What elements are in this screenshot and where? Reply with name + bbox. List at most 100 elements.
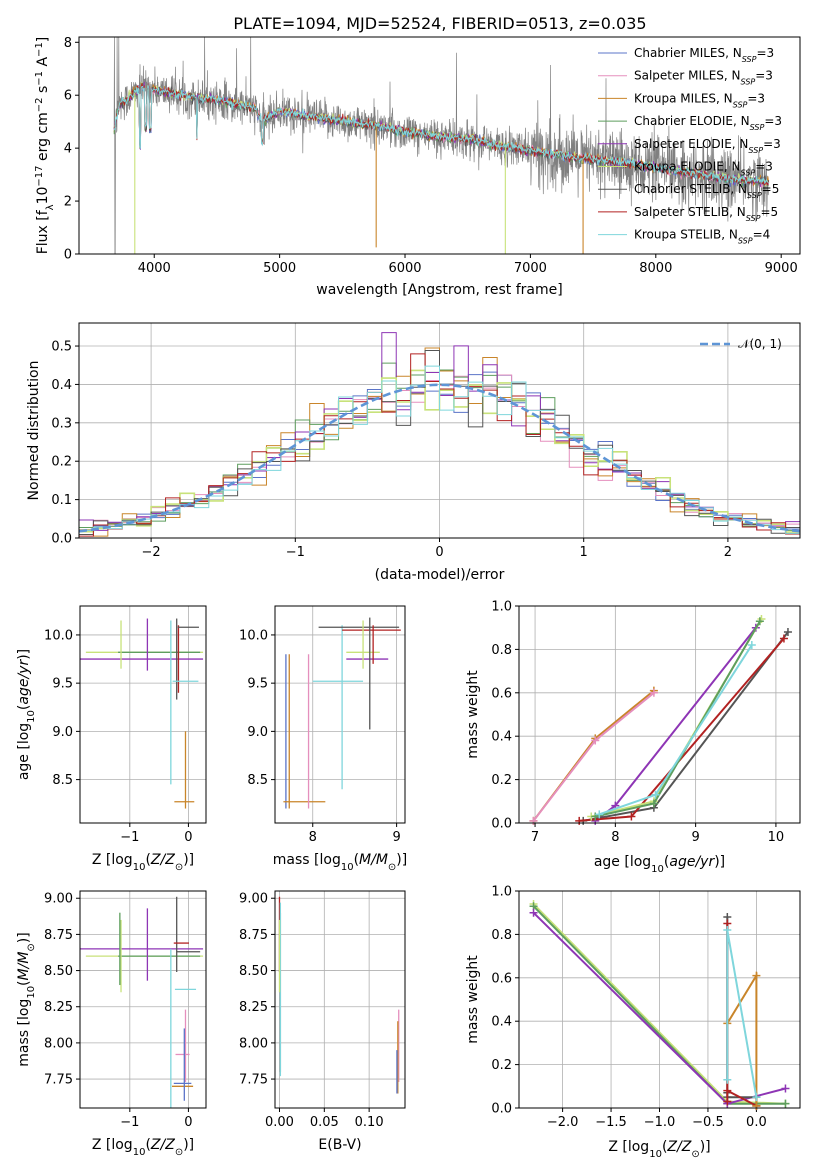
spectrum-ylabel-part: Flux [f bbox=[35, 209, 51, 254]
legend-nssp: =3 bbox=[764, 114, 782, 128]
mass-weight-line bbox=[591, 618, 763, 818]
mass-weight-marker bbox=[591, 812, 600, 821]
y-tick-label: 9.00 bbox=[239, 892, 268, 907]
legend-label: Chabrier MILES, NSSP=3 bbox=[634, 46, 774, 64]
x-tick-label: 0 bbox=[435, 545, 443, 560]
mw_vs_Z-xlabel-part: ⊙ bbox=[691, 1149, 699, 1160]
age_vs_Z-frame bbox=[79, 605, 207, 824]
x-tick-label: −1.0 bbox=[644, 1115, 676, 1130]
age_vs_Z-ylabel-part: ( bbox=[16, 705, 32, 710]
age_vs_mass-xlabel-part: ⊙ bbox=[388, 862, 396, 873]
age_vs_mass-xlabel-part: 10 bbox=[341, 862, 354, 873]
spectrum-ylabel-part: −2 bbox=[34, 97, 45, 112]
y-tick-label: 8.50 bbox=[44, 964, 73, 979]
spectrum-ylabel-part: −1 bbox=[34, 71, 45, 86]
mass-weight-marker bbox=[627, 812, 636, 821]
x-tick-label: 7000 bbox=[514, 261, 547, 276]
x-tick-label: 0.10 bbox=[355, 1115, 384, 1130]
mass-weight-marker bbox=[575, 816, 584, 825]
legend-sub: SSP bbox=[750, 123, 765, 132]
spectrum-ylabel-part: λ bbox=[45, 204, 56, 210]
mw_vs_Z-xlabel-part: ( bbox=[662, 1139, 667, 1155]
y-tick-label: 10.0 bbox=[44, 628, 73, 643]
residuals-xlabel: (data-model)/error bbox=[375, 567, 505, 583]
legend-series-name: Salpeter STELIB, N bbox=[634, 205, 746, 219]
age_vs_Z-ylabel-part: age [log bbox=[16, 723, 32, 780]
y-tick-label: 0.8 bbox=[491, 928, 512, 943]
legend-nssp: =3 bbox=[747, 91, 765, 105]
mass-weight-marker bbox=[651, 790, 660, 799]
x-tick-label: 2 bbox=[724, 545, 732, 560]
mw_vs_Z-ylabel: mass weight bbox=[465, 955, 481, 1044]
y-tick-label: 0.2 bbox=[491, 1058, 512, 1073]
y-tick-label: 8.75 bbox=[44, 928, 73, 943]
y-tick-label: 0.2 bbox=[491, 773, 512, 788]
y-tick-label: 2 bbox=[64, 195, 72, 210]
age_vs_Z-axes: −1 0 8.5 9.0 9.5 10.0 bbox=[44, 606, 206, 845]
age_vs_mass-xlabel: mass [log10(M/M⊙)] bbox=[273, 852, 407, 873]
x-tick-label: −1 bbox=[120, 830, 139, 845]
legend-nssp: =3 bbox=[755, 160, 773, 174]
y-tick-label: 0.0 bbox=[491, 1102, 512, 1117]
mw_vs_age-xlabel-part: )] bbox=[714, 854, 725, 870]
mass-weight-marker bbox=[752, 1093, 761, 1102]
mass_vs_ebv-xlabel-part: E(B-V) bbox=[318, 1137, 361, 1153]
mass_vs_Z-xlabel-part: ( bbox=[145, 1137, 150, 1153]
mass-weight-marker bbox=[723, 1097, 732, 1106]
y-tick-label: 9.00 bbox=[44, 892, 73, 907]
mw_vs_Z-xlabel-part: )] bbox=[700, 1139, 711, 1155]
age_vs_Z-xlabel-part: ⊙ bbox=[175, 862, 183, 873]
x-tick-label: 0 bbox=[184, 830, 192, 845]
residuals-ylabel: Normed distribution bbox=[26, 361, 42, 501]
mw_vs_age-xlabel-part: age [log bbox=[594, 854, 651, 870]
mass-weight-marker bbox=[781, 1084, 790, 1093]
x-tick-label: 1 bbox=[580, 545, 588, 560]
spectrum-axes: 4000 5000 6000 7000 8000 9000 0 2 4 6 8 bbox=[64, 36, 798, 276]
y-tick-label: 0 bbox=[64, 248, 72, 263]
mass-weight-marker bbox=[595, 810, 604, 819]
x-tick-label: 8000 bbox=[639, 261, 672, 276]
spectrum-legend: Chabrier MILES, NSSP=3 Salpeter MILES, NS… bbox=[598, 46, 782, 245]
x-tick-label: 7 bbox=[531, 830, 539, 845]
y-tick-label: 8.75 bbox=[239, 928, 268, 943]
spectrum-ylabel-part: −1 bbox=[34, 42, 45, 57]
y-tick-label: 0.6 bbox=[491, 686, 512, 701]
y-tick-label: 9.5 bbox=[247, 677, 268, 692]
y-tick-label: 4 bbox=[64, 142, 72, 157]
x-tick-label: 0.05 bbox=[310, 1115, 339, 1130]
y-tick-label: 8.25 bbox=[239, 1000, 268, 1015]
mass_vs_Z-frame bbox=[79, 890, 207, 1109]
y-tick-label: 0.2 bbox=[51, 455, 72, 470]
legend-sub: SSP bbox=[746, 213, 761, 222]
legend-nssp: =5 bbox=[762, 182, 780, 196]
legend-label: Salpeter MILES, NSSP=3 bbox=[634, 69, 773, 87]
age_vs_mass-xlabel-part: M/M bbox=[359, 852, 388, 868]
mass_vs_Z-ylabel: mass [log10(M/M⊙)] bbox=[16, 932, 37, 1066]
y-tick-label: 0.6 bbox=[491, 971, 512, 986]
legend-series-name: Kroupa ELODIE, N bbox=[634, 160, 741, 174]
age_vs_Z-ylabel-part: 10 bbox=[26, 710, 37, 723]
y-tick-label: 8.5 bbox=[247, 773, 268, 788]
x-tick-label: 0.00 bbox=[265, 1115, 294, 1130]
legend-sub: SSP bbox=[733, 100, 748, 109]
mass-weight-line bbox=[726, 972, 758, 1106]
mass_vs_Z-ylabel-part: mass [log bbox=[16, 999, 32, 1067]
age_vs_Z-ylabel-part: age/yr bbox=[16, 659, 32, 705]
mw_vs_Z-xlabel-part: Z [log bbox=[608, 1139, 649, 1155]
x-tick-label: −1 bbox=[120, 1115, 139, 1130]
legend-label: Kroupa STELIB, NSSP=4 bbox=[634, 228, 770, 246]
mass-weight-marker bbox=[591, 736, 600, 745]
mass_vs_ebv-frame bbox=[274, 890, 406, 1109]
mw_vs_age-xlabel: age [log10(age/yr)] bbox=[594, 854, 725, 875]
x-tick-label: 6000 bbox=[388, 261, 421, 276]
legend-label: Chabrier ELODIE, NSSP=3 bbox=[634, 114, 782, 132]
y-tick-label: 8.00 bbox=[44, 1036, 73, 1051]
mass-weight-marker bbox=[649, 799, 658, 808]
mw_vs_Z-xlabel: Z [log10(Z/Z⊙)] bbox=[608, 1139, 710, 1160]
mw_vs_age-frame bbox=[518, 605, 801, 824]
mass_vs_Z-ylabel-part: ⊙ bbox=[26, 943, 37, 951]
age_vs_mass-axes: 8 9 8.5 9.0 9.5 10.0 bbox=[239, 606, 405, 845]
residuals-axes: −2 −1 0 1 2 0.0 0.1 0.2 0.3 0.4 0.5 bbox=[51, 323, 800, 560]
mass_vs_Z-xlabel: Z [log10(Z/Z⊙)] bbox=[92, 1137, 194, 1158]
